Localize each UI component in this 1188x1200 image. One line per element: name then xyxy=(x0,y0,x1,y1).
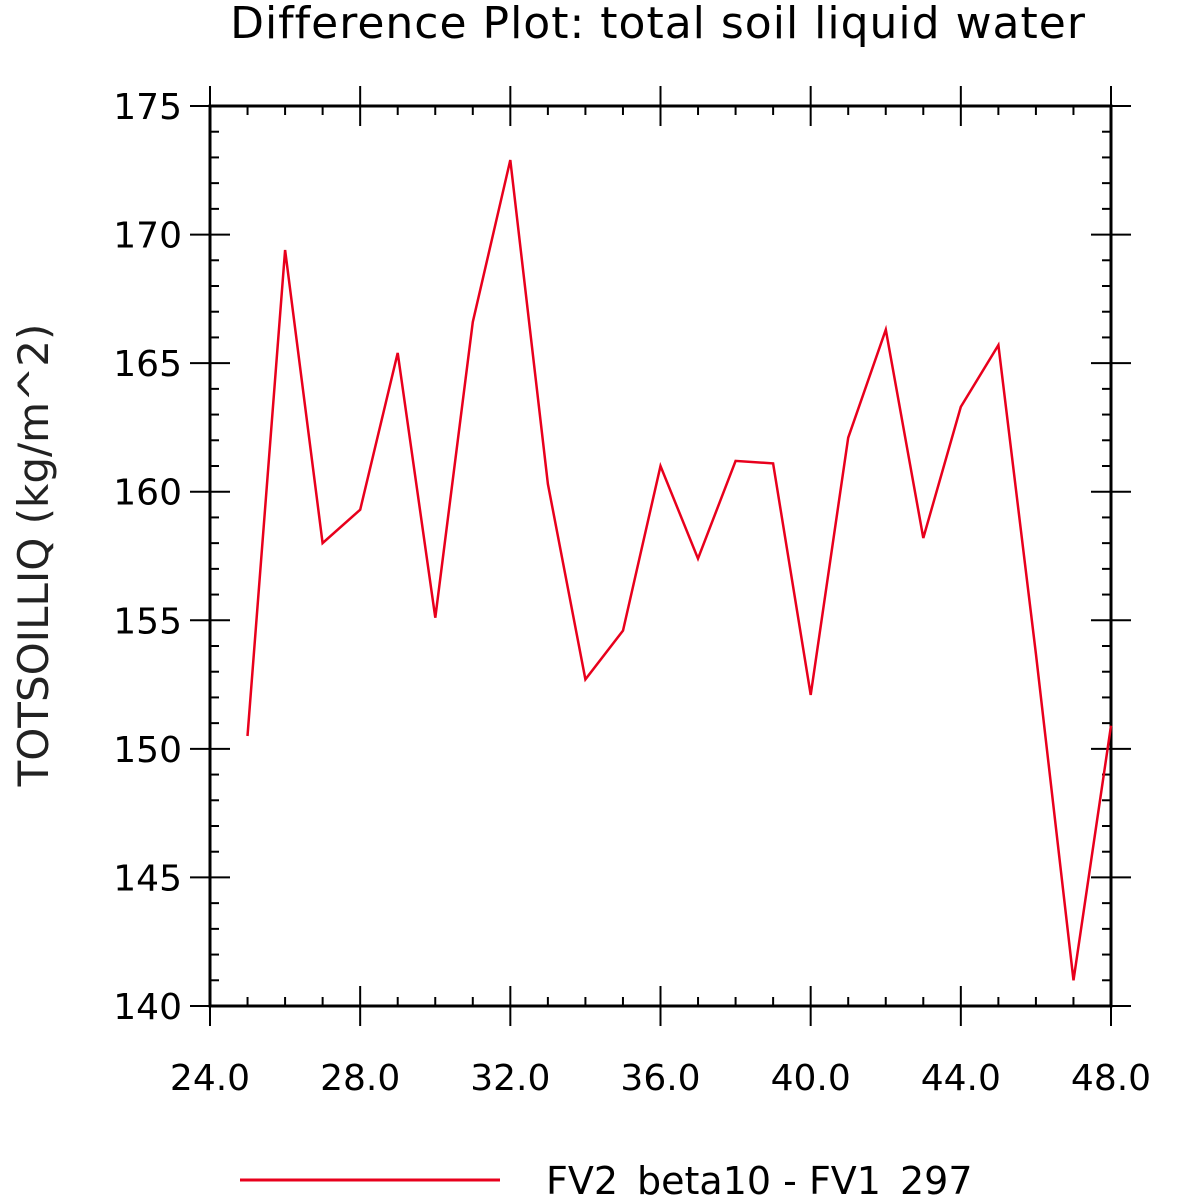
x-tick-label: 36.0 xyxy=(620,1058,700,1099)
y-tick-label: 170 xyxy=(113,216,182,257)
x-tick-label: 32.0 xyxy=(470,1058,550,1099)
x-tick-label: 24.0 xyxy=(170,1058,250,1099)
y-tick-label: 150 xyxy=(113,730,182,771)
x-tick-label: 44.0 xyxy=(921,1058,1001,1099)
y-tick-label: 140 xyxy=(113,987,182,1028)
y-tick-label: 145 xyxy=(113,858,182,899)
plot-axes: 24.0 28.0 32.0 36.0 40.0 44.0 48.0 140 145 150 155… xyxy=(113,86,1151,1099)
chart-title: Difference Plot: total soil liquid water xyxy=(230,0,1086,49)
x-tick-label: 28.0 xyxy=(320,1058,400,1099)
plot-frame xyxy=(208,104,1113,1008)
legend: FV2_beta10 - FV1_297 xyxy=(240,1159,973,1200)
series-line-0 xyxy=(246,159,1113,981)
series-layer xyxy=(246,159,1113,981)
x-tick-label: 48.0 xyxy=(1071,1058,1151,1099)
legend-label: FV2_beta10 - FV1_297 xyxy=(546,1159,973,1200)
y-tick-label: 175 xyxy=(113,87,182,128)
y-tick-label: 160 xyxy=(113,473,182,514)
y-tick-label: 165 xyxy=(113,344,182,385)
y-tick-label: 155 xyxy=(113,601,182,642)
y-axis-label: TOTSOILLIQ (kg/m^2) xyxy=(9,324,58,788)
x-tick-label: 40.0 xyxy=(771,1058,851,1099)
